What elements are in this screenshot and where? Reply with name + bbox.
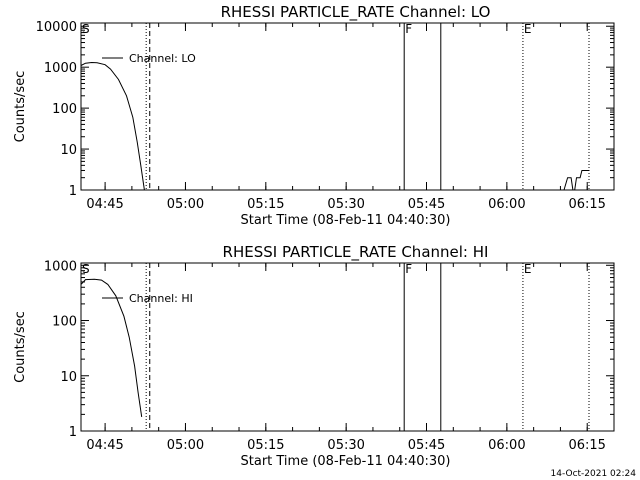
y-tick-label: 1000 (44, 259, 77, 274)
panel-lo: RHESSI PARTICLE_RATE Channel: LO 1 10 100 10… (13, 3, 615, 228)
y-axis-label: Counts/sec (13, 311, 28, 383)
x-tick-label: 06:15 (568, 197, 605, 212)
y-tick-label: 10 (60, 143, 77, 158)
plot-frame (80, 262, 615, 432)
legend-label: Channel: HI (129, 292, 193, 305)
y-tick-label: 10 (60, 370, 77, 385)
series-line (80, 278, 143, 417)
x-tick-label: 06:00 (488, 438, 525, 453)
y-axis-label: Counts/sec (13, 71, 28, 143)
x-tick-label: 05:15 (247, 438, 284, 453)
x-tick-label: 05:45 (408, 197, 445, 212)
legend-label: Channel: LO (129, 52, 196, 65)
plot-frame (80, 22, 615, 191)
x-tick-label: 05:00 (167, 438, 204, 453)
y-tick-label: 100 (52, 315, 77, 330)
x-tick-label: 06:15 (568, 438, 605, 453)
x-tick-label: 04:45 (86, 438, 123, 453)
x-tick-label: 06:00 (488, 197, 525, 212)
y-tick-label: 1 (69, 184, 77, 199)
x-tick-label: 04:45 (86, 197, 123, 212)
x-tick-label: 05:00 (167, 197, 204, 212)
x-axis-label: Start Time (08-Feb-11 04:40:30) (241, 213, 451, 228)
y-tick-label: 10000 (36, 20, 77, 35)
event-marker-label: E (524, 262, 532, 276)
x-tick-label: 05:30 (327, 197, 364, 212)
event-marker-label: F (405, 22, 412, 36)
x-tick-label: 05:15 (247, 197, 284, 212)
panel-hi: RHESSI PARTICLE_RATE Channel: HI 1 10 100 10… (13, 243, 615, 469)
x-tick-label: 05:45 (408, 438, 445, 453)
event-marker-label: S (82, 262, 90, 276)
event-marker-label: S (82, 22, 90, 36)
chart-title: RHESSI PARTICLE_RATE Channel: LO (221, 3, 491, 22)
x-axis-label: Start Time (08-Feb-11 04:40:30) (241, 454, 451, 469)
footer-timestamp: 14-Oct-2021 02:24 (551, 469, 637, 479)
y-tick-label: 1 (69, 425, 77, 440)
event-marker-label: F (405, 262, 412, 276)
chart-title: RHESSI PARTICLE_RATE Channel: HI (223, 243, 489, 262)
series-line (563, 170, 589, 191)
event-marker-label: E (524, 22, 532, 36)
x-tick-label: 05:30 (327, 438, 364, 453)
y-tick-label: 100 (52, 102, 77, 117)
series-line (80, 61, 145, 191)
y-tick-label: 1000 (44, 61, 77, 76)
